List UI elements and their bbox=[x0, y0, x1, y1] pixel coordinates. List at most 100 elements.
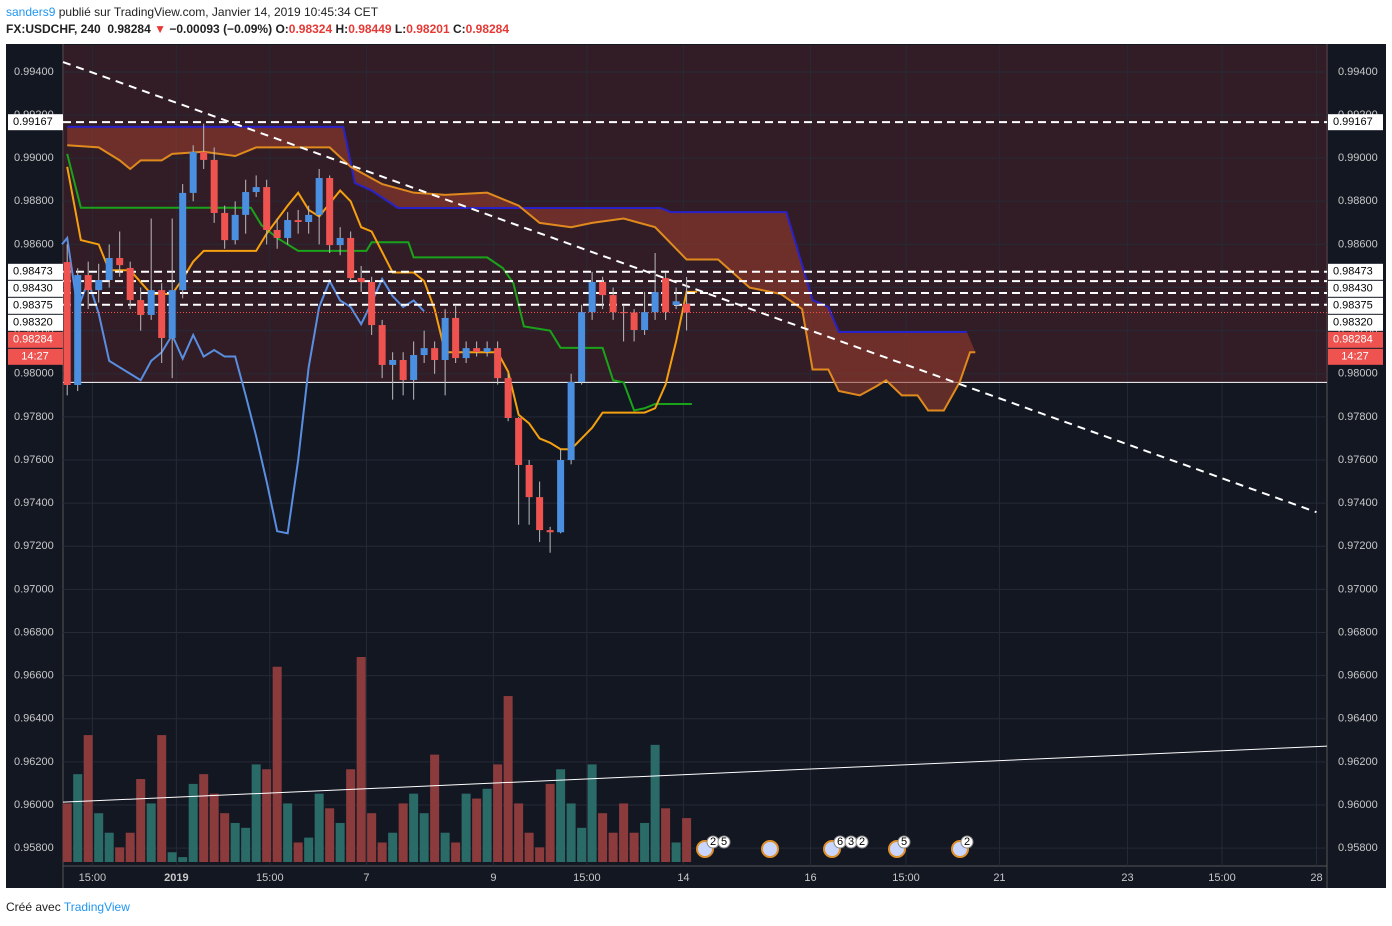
candle-body bbox=[116, 258, 124, 266]
x-tick-label: 16 bbox=[804, 872, 816, 884]
volume-bar bbox=[409, 793, 419, 862]
y-tick-label-right: 0.97800 bbox=[1338, 411, 1378, 423]
candle-body bbox=[294, 220, 302, 223]
candle-body bbox=[473, 348, 481, 353]
volume-bar bbox=[514, 803, 524, 862]
brand[interactable]: TradingView bbox=[63, 900, 130, 914]
candle-body bbox=[378, 325, 386, 365]
volume-bar bbox=[671, 842, 681, 862]
y-tick-label: 0.97800 bbox=[14, 411, 54, 423]
o-label: O: bbox=[275, 22, 289, 36]
close: 0.98284 bbox=[465, 22, 510, 36]
candle-body bbox=[578, 312, 586, 382]
candle-body bbox=[651, 292, 659, 313]
candle-body bbox=[347, 237, 355, 279]
indicator-line bbox=[67, 125, 967, 333]
y-tick-label: 0.98800 bbox=[14, 195, 54, 207]
candle-body bbox=[221, 212, 229, 241]
candle-body bbox=[567, 381, 575, 461]
event-count: 6 bbox=[837, 836, 843, 848]
candle-body bbox=[105, 258, 113, 281]
volume-bar bbox=[220, 813, 230, 862]
candle-body bbox=[462, 348, 470, 359]
event-badge bbox=[960, 835, 974, 849]
volume-bar bbox=[461, 793, 471, 862]
candle-body bbox=[315, 178, 323, 215]
volume-bar bbox=[251, 764, 261, 862]
footer: Créé avec TradingView bbox=[6, 900, 130, 914]
y-tick-label-right: 0.97000 bbox=[1338, 583, 1378, 595]
c-label: C: bbox=[452, 22, 466, 36]
volume-bar bbox=[325, 808, 335, 862]
volume-bar bbox=[493, 764, 503, 862]
candle-body bbox=[620, 312, 628, 314]
volume-bar bbox=[587, 764, 597, 862]
trendline bbox=[62, 61, 1317, 514]
timer-bg bbox=[8, 348, 63, 365]
y-tick-label-right: 0.99400 bbox=[1338, 66, 1378, 78]
volume-bar bbox=[188, 783, 198, 862]
timer-right: 14:27 bbox=[1341, 351, 1369, 363]
volume-bar bbox=[535, 847, 545, 862]
change: −0.00093 bbox=[169, 22, 220, 36]
trendline bbox=[62, 745, 1328, 803]
candle-body bbox=[630, 312, 638, 331]
open: 0.98324 bbox=[288, 22, 333, 36]
y-tick-label: 0.98000 bbox=[14, 368, 54, 380]
candle-body bbox=[389, 359, 397, 365]
volume-bar bbox=[472, 798, 482, 862]
created: Créé avec bbox=[6, 900, 61, 914]
x-tick-label: 2019 bbox=[164, 872, 188, 884]
candle-body bbox=[483, 348, 491, 353]
event-count: 2 bbox=[859, 836, 865, 848]
event-count: 3 bbox=[848, 836, 854, 848]
candle-body bbox=[273, 229, 281, 238]
volume-bar bbox=[598, 813, 608, 862]
volume-bar bbox=[545, 783, 555, 862]
price-tag-bg bbox=[1328, 263, 1383, 280]
price-tag-right: 0.98284 bbox=[1333, 334, 1373, 346]
y-tick-label-right: 0.99000 bbox=[1338, 152, 1378, 164]
candle-body bbox=[210, 159, 218, 213]
price-tag-bg bbox=[8, 314, 63, 331]
event-badge bbox=[897, 835, 911, 849]
price-tag-bg bbox=[1328, 297, 1383, 314]
volume-bar bbox=[304, 837, 314, 862]
volume-bar bbox=[167, 852, 177, 862]
candle-body bbox=[368, 281, 376, 326]
candle-body bbox=[672, 301, 680, 306]
candle-body bbox=[410, 355, 418, 381]
volume-bar bbox=[241, 827, 251, 862]
volume-bar bbox=[83, 735, 93, 862]
candle-body bbox=[420, 348, 428, 356]
volume-bar bbox=[62, 803, 72, 862]
y-tick-label-right: 0.97400 bbox=[1338, 497, 1378, 509]
price-tag-bg bbox=[1328, 280, 1383, 297]
volume-bar bbox=[377, 842, 387, 862]
change-pct: (−0.09%) bbox=[223, 22, 273, 36]
y-tick-label-right: 0.96600 bbox=[1338, 670, 1378, 682]
volume-bar bbox=[115, 847, 125, 862]
volume-bar bbox=[556, 769, 566, 862]
volume-bar bbox=[650, 744, 660, 862]
price-tag-left: 0.98320 bbox=[13, 317, 53, 329]
candle-body bbox=[504, 378, 512, 418]
volume-bar bbox=[398, 803, 408, 862]
author[interactable]: sanders9 bbox=[6, 5, 56, 19]
event-flag bbox=[761, 840, 779, 858]
x-tick-label: 7 bbox=[363, 872, 369, 884]
y-tick-label: 0.96000 bbox=[14, 799, 54, 811]
timer-bg bbox=[1328, 348, 1383, 365]
price-tag-bg bbox=[8, 331, 63, 348]
symbol: FX:USDCHF, 240 bbox=[6, 22, 101, 36]
price-tag-right: 0.98430 bbox=[1333, 283, 1373, 295]
indicator-line bbox=[66, 153, 692, 412]
candle-body bbox=[452, 317, 460, 359]
price-tag-right: 0.98473 bbox=[1333, 266, 1373, 278]
volume-bar bbox=[451, 842, 461, 862]
candle-body bbox=[284, 220, 292, 238]
x-tick-label: 21 bbox=[993, 872, 1005, 884]
x-tick-label: 15:00 bbox=[573, 872, 601, 884]
indicator-line bbox=[61, 235, 425, 535]
y-tick-label: 0.97400 bbox=[14, 497, 54, 509]
